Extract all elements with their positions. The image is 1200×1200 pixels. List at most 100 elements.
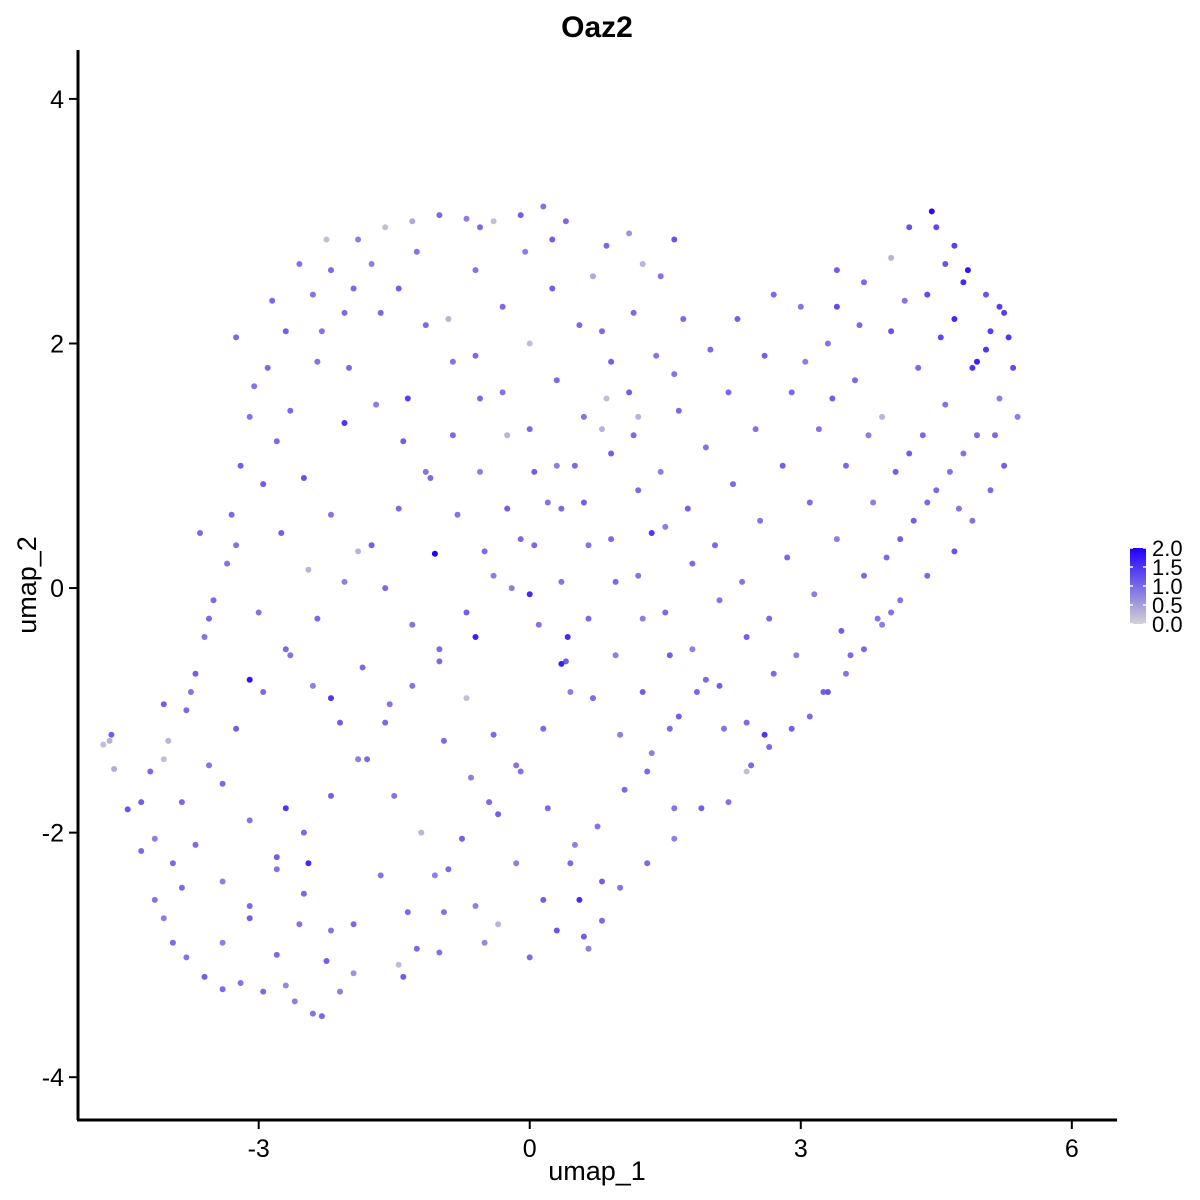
data-point: [246, 915, 253, 922]
data-point: [874, 615, 881, 622]
data-point: [544, 499, 551, 506]
data-point: [364, 756, 371, 763]
data-point: [797, 303, 804, 310]
data-point: [463, 609, 470, 616]
data-point: [888, 254, 895, 261]
data-point: [183, 954, 190, 961]
data-point: [996, 303, 1003, 310]
data-point: [472, 634, 479, 640]
data-point: [328, 511, 334, 518]
data-point: [468, 774, 474, 781]
data-point: [273, 866, 280, 873]
data-point: [454, 511, 461, 518]
data-point: [355, 236, 362, 243]
data-point: [974, 358, 980, 365]
x-tick-label: 0: [523, 1135, 537, 1163]
data-point: [960, 279, 967, 286]
data-point: [368, 261, 375, 267]
data-point: [784, 554, 791, 561]
data-point: [282, 328, 289, 335]
data-point: [318, 328, 325, 335]
data-point: [382, 719, 389, 726]
data-point: [626, 230, 633, 237]
data-point: [413, 248, 420, 255]
data-point: [721, 725, 727, 732]
data-point: [946, 468, 953, 475]
data-point: [693, 689, 700, 695]
data-point: [689, 560, 696, 567]
data-point: [504, 432, 511, 439]
data-point: [743, 634, 750, 640]
data-point: [377, 309, 384, 316]
data-point: [983, 291, 989, 298]
data-point: [477, 224, 483, 231]
data-point: [937, 334, 944, 341]
data-point: [192, 670, 199, 677]
data-point: [431, 872, 438, 879]
data-point: [788, 389, 795, 396]
data-point: [635, 572, 642, 579]
data-point: [287, 652, 294, 659]
data-point: [459, 835, 465, 842]
data-point: [702, 676, 709, 683]
data-point: [806, 713, 813, 720]
data-point: [445, 866, 452, 873]
data-point: [260, 481, 267, 488]
data-point: [264, 364, 271, 371]
data-point: [472, 267, 479, 274]
data-point: [273, 951, 280, 958]
data-point: [382, 224, 389, 231]
data-point: [513, 762, 520, 769]
data-point: [341, 578, 348, 585]
data-point: [698, 805, 705, 812]
data-point: [630, 432, 637, 439]
colorbar-gradient: [1130, 548, 1146, 624]
data-point: [373, 401, 380, 408]
data-point: [273, 854, 280, 861]
data-point: [671, 805, 678, 812]
data-point: [513, 860, 520, 867]
data-point: [409, 621, 416, 628]
data-point: [350, 970, 357, 977]
data-point: [870, 499, 877, 506]
data-point: [639, 689, 646, 695]
data-point: [933, 224, 940, 231]
colorbar-tick-label: 1.5: [1152, 555, 1183, 580]
data-point: [282, 646, 289, 653]
data-point: [246, 676, 253, 683]
data-point: [553, 927, 560, 934]
data-point: [725, 799, 732, 806]
data-point: [1001, 309, 1008, 316]
data-point: [969, 517, 976, 524]
data-point: [657, 468, 664, 475]
data-point: [341, 420, 348, 426]
data-point: [449, 432, 456, 439]
data-point: [400, 438, 407, 445]
data-point: [495, 811, 502, 818]
data-point: [865, 432, 872, 439]
data-point: [337, 988, 343, 995]
y-tick-label: -2: [42, 820, 64, 848]
data-point: [508, 585, 515, 592]
data-point: [328, 267, 334, 274]
data-point: [233, 542, 240, 549]
data-point: [309, 682, 316, 689]
data-point: [309, 291, 316, 298]
data-point: [612, 652, 619, 659]
data-point: [540, 725, 547, 732]
data-point: [648, 530, 655, 536]
data-point: [328, 695, 334, 702]
data-point: [355, 756, 362, 763]
data-point: [879, 413, 886, 420]
data-point: [291, 998, 298, 1005]
data-point: [431, 550, 438, 557]
data-point: [861, 279, 867, 286]
data-point: [427, 475, 434, 481]
x-axis-ticks: -3 0 3 6: [248, 1120, 1079, 1163]
data-point: [897, 597, 904, 604]
x-tick-label: 3: [794, 1135, 808, 1163]
data-point: [707, 346, 714, 353]
data-point: [377, 872, 384, 879]
data-point: [743, 768, 750, 775]
